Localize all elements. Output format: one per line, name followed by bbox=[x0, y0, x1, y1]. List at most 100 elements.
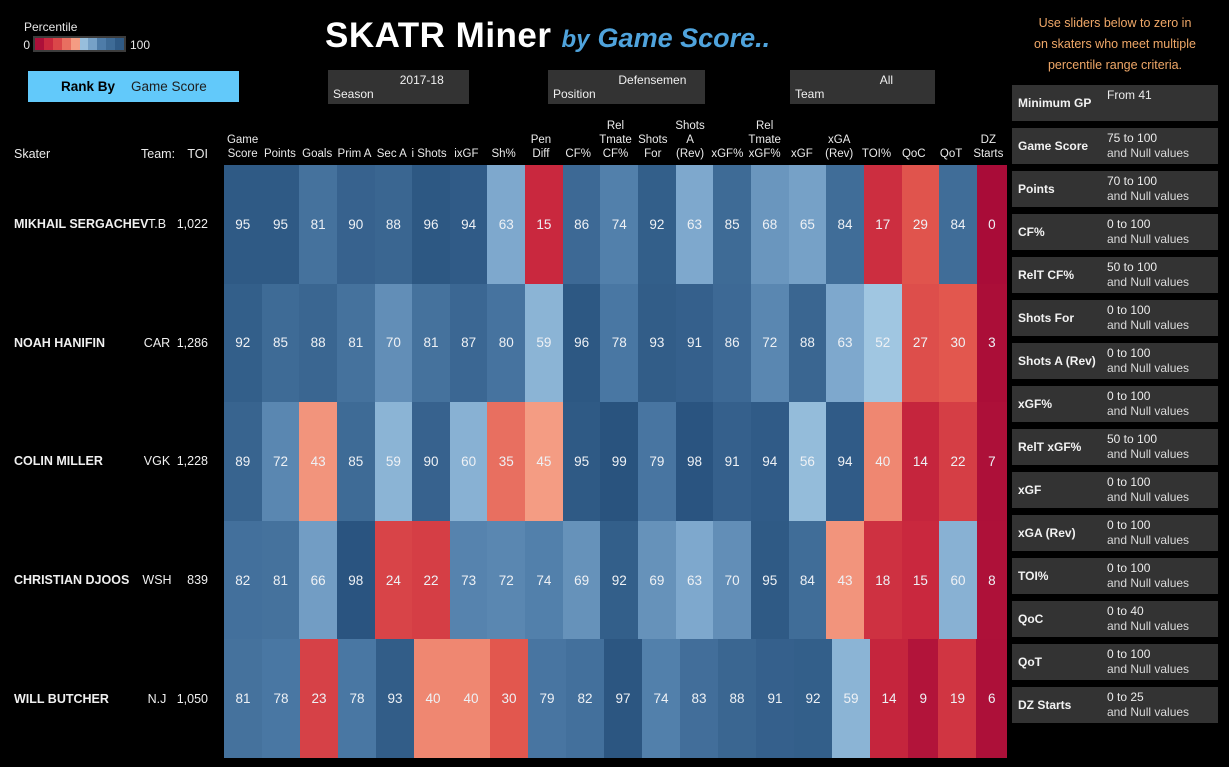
heatmap-cell[interactable]: 89 bbox=[224, 402, 262, 521]
heatmap-cell[interactable]: 63 bbox=[487, 165, 526, 284]
column-header-dz-starts[interactable]: DZ Starts bbox=[973, 134, 1004, 160]
rank-by-button[interactable]: Rank By Game Score bbox=[28, 71, 239, 102]
column-header-xgf[interactable]: xGF% bbox=[711, 148, 744, 160]
heatmap-cell[interactable]: 82 bbox=[566, 639, 604, 758]
heatmap-cell[interactable]: 60 bbox=[939, 520, 977, 640]
slider-toi[interactable]: TOI% 0 to 100 and Null values bbox=[1012, 558, 1218, 594]
player-name[interactable]: WILL BUTCHER bbox=[14, 691, 109, 706]
heatmap-cell[interactable]: 81 bbox=[336, 283, 375, 403]
heatmap-cell[interactable]: 14 bbox=[901, 402, 940, 521]
heatmap-cell[interactable]: 97 bbox=[604, 639, 642, 758]
column-header-shots-for[interactable]: Shots For bbox=[638, 134, 668, 160]
heatmap-cell[interactable]: 15 bbox=[525, 165, 563, 284]
column-header-game-score[interactable]: Game Score bbox=[226, 134, 259, 160]
heatmap-cell[interactable]: 78 bbox=[600, 283, 639, 403]
slider-dz-starts[interactable]: DZ Starts 0 to 25 and Null values bbox=[1012, 687, 1218, 723]
skater-column-header[interactable]: Skater bbox=[14, 147, 51, 161]
slider-qot[interactable]: QoT 0 to 100 and Null values bbox=[1012, 644, 1218, 680]
heatmap-cell[interactable]: 0 bbox=[976, 165, 1007, 284]
heatmap-cell[interactable]: 94 bbox=[750, 402, 789, 521]
heatmap-cell[interactable]: 93 bbox=[638, 283, 676, 403]
slider-shots-a-rev[interactable]: Shots A (Rev) 0 to 100 and Null values bbox=[1012, 343, 1218, 379]
heatmap-cell[interactable]: 88 bbox=[718, 639, 756, 758]
column-header-ixgf[interactable]: ixGF bbox=[454, 148, 479, 160]
heatmap-cell[interactable]: 30 bbox=[939, 283, 977, 403]
heatmap-cell[interactable]: 70 bbox=[713, 520, 751, 640]
heatmap-cell[interactable]: 81 bbox=[299, 165, 337, 284]
heatmap-cell[interactable]: 90 bbox=[412, 402, 450, 521]
heatmap-cell[interactable]: 66 bbox=[299, 520, 337, 640]
heatmap-cell[interactable]: 91 bbox=[756, 639, 794, 758]
heatmap-cell[interactable]: 85 bbox=[713, 165, 751, 284]
heatmap-cell[interactable]: 40 bbox=[452, 639, 490, 758]
heatmap-cell[interactable]: 81 bbox=[261, 520, 300, 640]
heatmap-cell[interactable]: 3 bbox=[976, 283, 1007, 403]
slider-game-score[interactable]: Game Score 75 to 100 and Null values bbox=[1012, 128, 1218, 164]
heatmap-cell[interactable]: 95 bbox=[750, 520, 789, 640]
column-header-rel-tmate-cf[interactable]: Rel Tmate CF% bbox=[599, 120, 632, 160]
toi-column-header[interactable]: TOI bbox=[187, 147, 208, 161]
heatmap-cell[interactable]: 18 bbox=[863, 520, 902, 640]
heatmap-cell[interactable]: 81 bbox=[224, 639, 262, 758]
heatmap-cell[interactable]: 6 bbox=[976, 639, 1007, 758]
column-header-points[interactable]: Points bbox=[263, 148, 296, 160]
heatmap-cell[interactable]: 90 bbox=[336, 165, 375, 284]
slider-xgf[interactable]: xGF% 0 to 100 and Null values bbox=[1012, 386, 1218, 422]
heatmap-cell[interactable]: 22 bbox=[412, 520, 450, 640]
heatmap-cell[interactable]: 83 bbox=[680, 639, 718, 758]
heatmap-cell[interactable]: 88 bbox=[788, 283, 827, 403]
filter-season[interactable]: 2017-18 Season bbox=[328, 70, 469, 104]
heatmap-cell[interactable]: 14 bbox=[870, 639, 908, 758]
heatmap-cell[interactable]: 95 bbox=[562, 402, 601, 521]
heatmap-cell[interactable]: 68 bbox=[750, 165, 789, 284]
heatmap-cell[interactable]: 93 bbox=[376, 639, 414, 758]
heatmap-cell[interactable]: 99 bbox=[600, 402, 639, 521]
slider-qoc[interactable]: QoC 0 to 40 and Null values bbox=[1012, 601, 1218, 637]
heatmap-cell[interactable]: 95 bbox=[261, 165, 300, 284]
slider-xga-rev[interactable]: xGA (Rev) 0 to 100 and Null values bbox=[1012, 515, 1218, 551]
heatmap-cell[interactable]: 92 bbox=[224, 283, 262, 403]
heatmap-cell[interactable]: 22 bbox=[939, 402, 977, 521]
column-header-xgf[interactable]: xGF bbox=[791, 148, 813, 160]
heatmap-cell[interactable]: 30 bbox=[490, 639, 528, 758]
heatmap-cell[interactable]: 86 bbox=[562, 165, 601, 284]
heatmap-cell[interactable]: 79 bbox=[528, 639, 566, 758]
heatmap-cell[interactable]: 69 bbox=[638, 520, 676, 640]
heatmap-cell[interactable]: 43 bbox=[299, 402, 337, 521]
heatmap-cell[interactable]: 17 bbox=[863, 165, 902, 284]
heatmap-cell[interactable]: 27 bbox=[901, 283, 940, 403]
heatmap-cell[interactable]: 40 bbox=[414, 639, 452, 758]
slider-points[interactable]: Points 70 to 100 and Null values bbox=[1012, 171, 1218, 207]
heatmap-cell[interactable]: 74 bbox=[642, 639, 680, 758]
heatmap-cell[interactable]: 35 bbox=[487, 402, 526, 521]
heatmap-cell[interactable]: 65 bbox=[788, 165, 827, 284]
filter-team[interactable]: All Team bbox=[790, 70, 935, 104]
heatmap-cell[interactable]: 74 bbox=[525, 520, 563, 640]
slider-relt-cf[interactable]: RelT CF% 50 to 100 and Null values bbox=[1012, 257, 1218, 293]
player-name[interactable]: CHRISTIAN DJOOS bbox=[14, 573, 130, 588]
heatmap-cell[interactable]: 59 bbox=[525, 283, 563, 403]
heatmap-cell[interactable]: 84 bbox=[826, 165, 864, 284]
heatmap-cell[interactable]: 94 bbox=[826, 402, 864, 521]
heatmap-cell[interactable]: 63 bbox=[675, 520, 714, 640]
heatmap-cell[interactable]: 72 bbox=[487, 520, 526, 640]
heatmap-cell[interactable]: 91 bbox=[713, 402, 751, 521]
heatmap-cell[interactable]: 15 bbox=[901, 520, 940, 640]
column-header-shots-a-rev[interactable]: Shots A (Rev) bbox=[675, 120, 705, 160]
heatmap-cell[interactable]: 79 bbox=[638, 402, 676, 521]
heatmap-cell[interactable]: 59 bbox=[832, 639, 870, 758]
heatmap-cell[interactable]: 81 bbox=[412, 283, 450, 403]
heatmap-cell[interactable]: 70 bbox=[374, 283, 413, 403]
heatmap-cell[interactable]: 74 bbox=[600, 165, 639, 284]
column-header-pen-diff[interactable]: Pen Diff bbox=[530, 134, 552, 160]
heatmap-cell[interactable]: 91 bbox=[675, 283, 714, 403]
team-column-header[interactable]: Team: bbox=[141, 147, 176, 161]
heatmap-cell[interactable]: 78 bbox=[262, 639, 300, 758]
column-header-qoc[interactable]: QoC bbox=[901, 148, 926, 160]
heatmap-cell[interactable]: 7 bbox=[976, 402, 1007, 521]
heatmap-cell[interactable]: 56 bbox=[788, 402, 827, 521]
heatmap-cell[interactable]: 8 bbox=[976, 520, 1007, 640]
column-header-sh[interactable]: Sh% bbox=[491, 148, 516, 160]
heatmap-cell[interactable]: 9 bbox=[908, 639, 939, 758]
heatmap-cell[interactable]: 69 bbox=[562, 520, 601, 640]
